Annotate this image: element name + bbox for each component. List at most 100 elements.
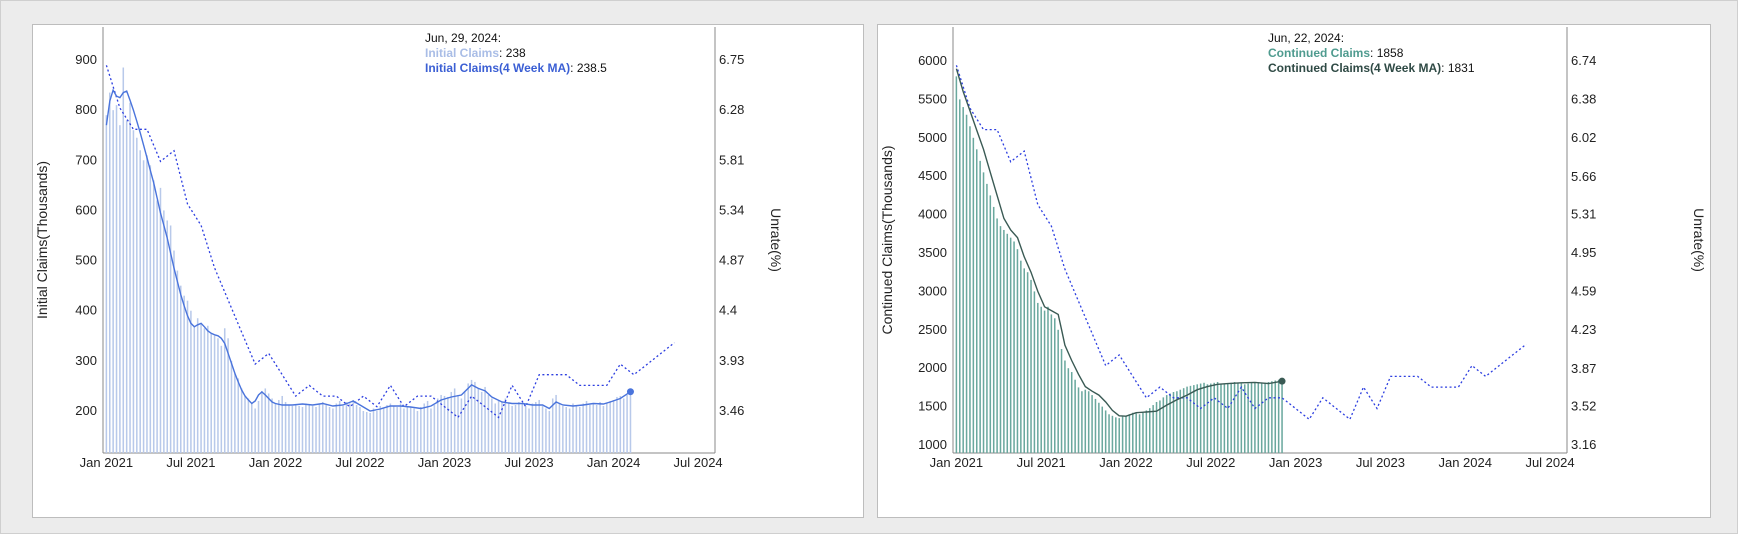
bar — [1186, 386, 1188, 453]
bar — [1054, 318, 1056, 453]
tooltip-series2-name: Initial Claims(4 Week MA) — [425, 61, 571, 75]
bar — [1128, 414, 1131, 453]
initial-claims-chart[interactable]: 200 300 400 500 600 700 800 900 3.46 3.93 4.4 4.87 5… — [33, 25, 863, 517]
bar — [210, 333, 212, 453]
bar — [379, 405, 382, 453]
bar — [1084, 389, 1087, 453]
bar — [1070, 372, 1073, 453]
bar — [227, 338, 229, 453]
y-tick-label: 300 — [75, 353, 97, 368]
bar — [105, 115, 108, 454]
bar — [1257, 382, 1260, 453]
bar — [159, 187, 162, 453]
bar — [629, 391, 632, 453]
bar — [535, 401, 537, 453]
bar — [156, 200, 158, 453]
bar — [959, 99, 961, 454]
bar — [975, 149, 978, 453]
continued-claims-chart[interactable]: 1000 1500 2000 2500 3000 3500 4000 4500 5000 5500… — [878, 25, 1710, 517]
y2-axis-title: Unrate(%) — [768, 208, 784, 272]
bar — [264, 388, 267, 453]
y2-axis-title: Unrate(%) — [1691, 208, 1707, 272]
bar — [578, 406, 581, 453]
y-tick-label: 5000 — [918, 130, 947, 145]
bar — [484, 386, 486, 453]
bar — [1026, 272, 1029, 453]
moving-average-line — [955, 68, 1283, 417]
y-axis-title: Initial Claims(Thousands) — [34, 161, 50, 319]
bar — [180, 285, 182, 453]
y2-tick-label: 6.75 — [719, 52, 744, 67]
bar — [261, 390, 263, 453]
bar — [1159, 400, 1161, 453]
y2-tick-label: 6.28 — [719, 102, 744, 117]
bar — [1138, 414, 1141, 453]
bar — [1267, 382, 1270, 453]
y-axis-title: Continued Claims(Thousands) — [879, 145, 895, 334]
bar — [965, 114, 968, 453]
y-tick-label: 1000 — [918, 437, 947, 452]
bar — [1064, 360, 1066, 453]
bar — [450, 391, 453, 453]
tooltip-series1-name: Continued Claims — [1268, 46, 1371, 60]
bar — [1121, 416, 1124, 453]
continued-claims-chart-panel: 1000 1500 2000 2500 3000 3500 4000 4500 5000 5500… — [877, 24, 1711, 518]
bar — [129, 102, 131, 453]
bar — [284, 401, 287, 453]
bar — [1260, 383, 1263, 453]
bar — [1037, 302, 1039, 453]
bar — [271, 398, 273, 453]
bar — [1274, 380, 1277, 453]
continued-claims-tooltip: Jun, 22, 2024: Continued Claims: 1858 Co… — [1268, 31, 1475, 75]
y2-tick-label: 4.23 — [1571, 322, 1596, 337]
bar — [447, 396, 449, 453]
bar — [616, 396, 618, 453]
bar — [190, 310, 192, 453]
bar — [328, 406, 331, 453]
bar — [989, 195, 992, 453]
bar — [1081, 391, 1083, 453]
bar — [595, 404, 598, 453]
bar — [501, 401, 503, 453]
bar — [1213, 382, 1215, 453]
bar — [962, 107, 964, 453]
tooltip-series2-value: 1831 — [1447, 61, 1475, 75]
bar — [1101, 406, 1104, 453]
bar — [1240, 383, 1243, 453]
bar — [142, 160, 145, 454]
bar — [986, 183, 988, 453]
y2-tick-label: 4.59 — [1571, 284, 1596, 299]
bar — [599, 401, 601, 453]
bar — [477, 388, 480, 453]
bar — [362, 411, 365, 453]
bar — [372, 408, 375, 453]
bar — [278, 399, 280, 453]
bar — [146, 155, 148, 453]
bar — [521, 403, 524, 453]
bar — [589, 404, 591, 453]
bar — [1179, 389, 1182, 453]
bar — [305, 403, 307, 453]
bar — [480, 391, 483, 453]
bar — [1281, 379, 1283, 453]
bar — [518, 401, 520, 453]
bar — [436, 398, 439, 453]
bar — [1013, 241, 1015, 453]
bar — [562, 405, 564, 453]
bar — [494, 403, 496, 453]
bar — [1118, 418, 1120, 453]
bar — [413, 408, 415, 453]
x-tick-label: Jul 2023 — [1356, 455, 1405, 470]
y2-tick-label: 4.87 — [719, 253, 744, 268]
bar — [281, 395, 283, 453]
initial-claims-tooltip: Jun, 29, 2024: Initial Claims: 238 Initi… — [425, 31, 607, 75]
x-tick-label: Jul 2022 — [335, 455, 384, 470]
bar — [119, 125, 121, 453]
y2-tick-label: 3.46 — [719, 403, 744, 418]
bar — [443, 395, 446, 453]
bar — [568, 408, 571, 453]
bar — [267, 393, 270, 453]
bar — [247, 398, 250, 453]
y2-tick-label: 4.95 — [1571, 245, 1596, 260]
